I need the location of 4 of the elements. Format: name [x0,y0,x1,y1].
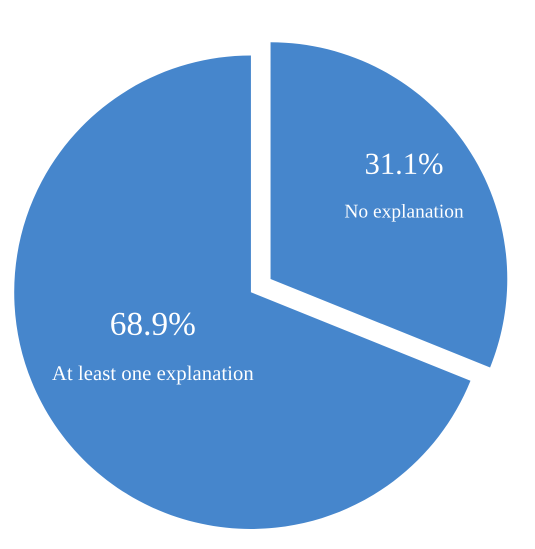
slice-label: At least one explanation [52,366,254,384]
data-label: 68.9% [111,312,195,336]
data-label: 31.1% [366,153,442,174]
slice-label: No explanation [344,204,464,222]
